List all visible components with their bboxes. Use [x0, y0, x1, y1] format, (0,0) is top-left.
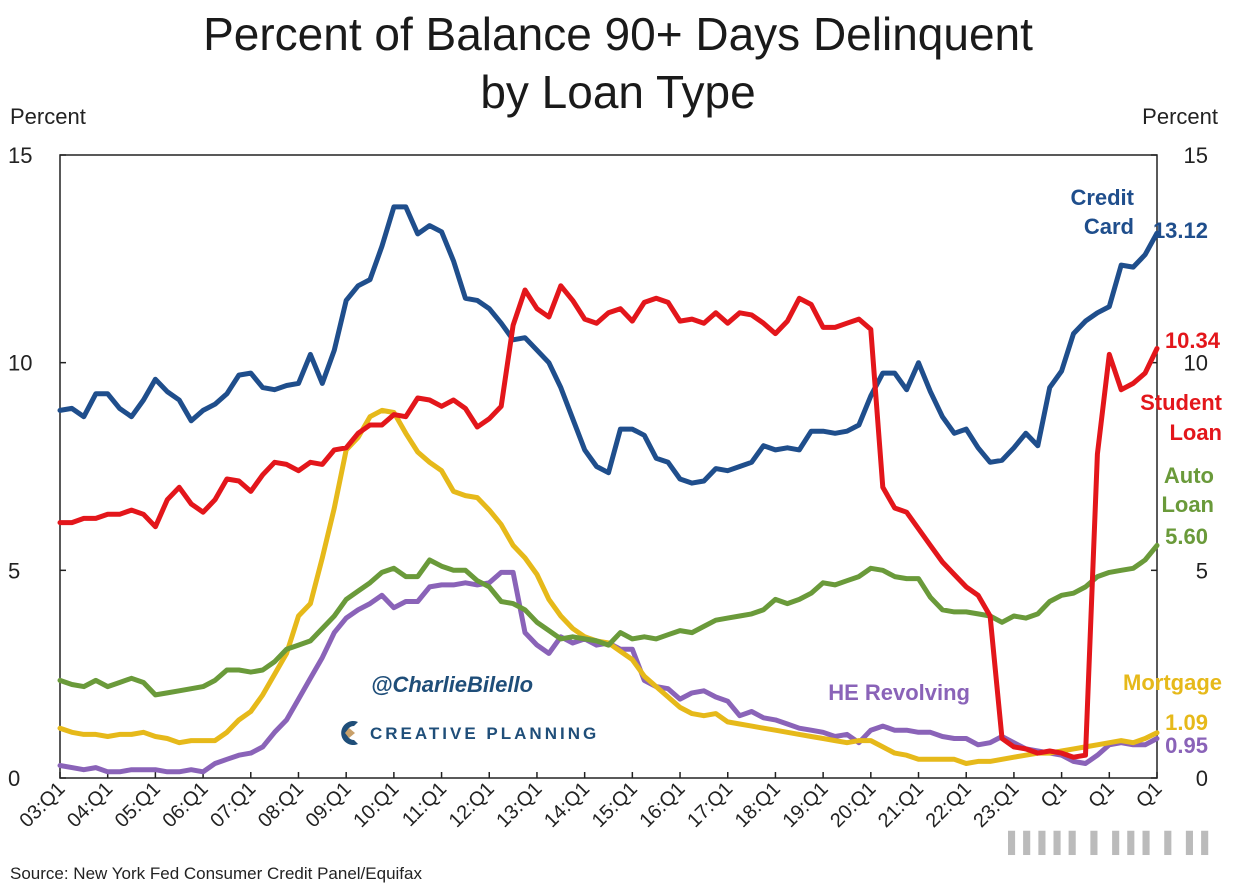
x-tick-label: 06:Q1	[159, 778, 213, 832]
plot-frame	[59, 154, 1158, 779]
series-name-4: HE Revolving	[828, 680, 970, 705]
series-name-3: Mortgage	[1123, 670, 1222, 695]
series-name-line2-2: Loan	[1161, 492, 1214, 517]
y-tick-label-right: 15	[1184, 143, 1208, 168]
series-name-0: Credit	[1070, 185, 1134, 210]
end-value-0: 13.12	[1153, 218, 1208, 243]
x-tick-label: 03:Q1	[15, 778, 69, 832]
x-tick-label: 13:Q1	[492, 778, 546, 832]
creative-planning-logo-text: CREATIVE PLANNING	[370, 724, 600, 743]
y-tick-label-left: 0	[8, 766, 20, 791]
source-note: Source: New York Fed Consumer Credit Pan…	[10, 864, 422, 883]
chart-title-line-1: Percent of Balance 90+ Days Delinquent	[203, 8, 1033, 60]
x-tick-label: 22:Q1	[922, 778, 976, 832]
x-tick-label: 05:Q1	[111, 778, 165, 832]
series-labels: Credit Card 13.12 Student Loan 10.34 Auto Loan 5…	[828, 185, 1222, 758]
series-name-2: Auto	[1164, 463, 1214, 488]
y-tick-label-right: 0	[1196, 766, 1208, 791]
series-name-line2-0: Card	[1084, 214, 1134, 239]
right-axis-unit: Percent	[1142, 104, 1218, 129]
watermark: ▌▌▌▌▌ ▌ ▌▌▌ ▌ ▌▌	[1008, 832, 1217, 854]
x-tick-label: Q1	[1132, 778, 1166, 812]
x-tick-label: 21:Q1	[874, 778, 928, 832]
end-value-3: 1.09	[1165, 710, 1208, 735]
x-axis: 03:Q104:Q105:Q106:Q107:Q108:Q109:Q110:Q1…	[15, 772, 1167, 832]
x-tick-label: 16:Q1	[635, 778, 689, 832]
y-tick-label-right: 5	[1196, 558, 1208, 583]
x-tick-label: 09:Q1	[302, 778, 356, 832]
author-handle: @CharlieBilello	[371, 672, 534, 697]
x-tick-label: 08:Q1	[254, 778, 308, 832]
y-tick-label-right: 10	[1184, 351, 1208, 376]
x-tick-label: 18:Q1	[731, 778, 785, 832]
y-axis-left: 0 5 10 15	[8, 143, 66, 791]
x-tick-label: 04:Q1	[63, 778, 117, 832]
series-name-1: Student	[1140, 390, 1223, 415]
creative-planning-logo-icon	[341, 721, 358, 745]
x-tick-label: 23:Q1	[969, 778, 1023, 832]
x-tick-label: 12:Q1	[445, 778, 499, 832]
end-value-4: 0.95	[1165, 733, 1208, 758]
x-tick-label: 10:Q1	[349, 778, 403, 832]
x-tick-label: 17:Q1	[683, 778, 737, 832]
left-axis-unit: Percent	[10, 104, 86, 129]
series-line-2	[57, 542, 1160, 698]
x-tick-label: Q1	[1084, 778, 1118, 812]
chart-title-line-2: by Loan Type	[480, 66, 756, 118]
series-line-0	[57, 204, 1160, 486]
x-tick-label: 11:Q1	[398, 778, 451, 831]
x-tick-label: 15:Q1	[588, 778, 642, 832]
y-tick-label-left: 15	[8, 143, 32, 168]
series-lines	[57, 204, 1160, 775]
series-name-line2-1: Loan	[1169, 420, 1222, 445]
x-tick-label: 07:Q1	[206, 778, 260, 832]
x-tick-label: 19:Q1	[779, 778, 833, 832]
x-tick-label: 14:Q1	[540, 778, 594, 832]
end-value-1: 10.34	[1165, 328, 1221, 353]
series-line-1	[57, 283, 1160, 760]
x-tick-label: Q1	[1037, 778, 1071, 812]
y-tick-label-left: 5	[8, 558, 20, 583]
end-value-2: 5.60	[1165, 524, 1208, 549]
x-tick-label: 20:Q1	[826, 778, 880, 832]
y-tick-label-left: 10	[8, 351, 32, 376]
